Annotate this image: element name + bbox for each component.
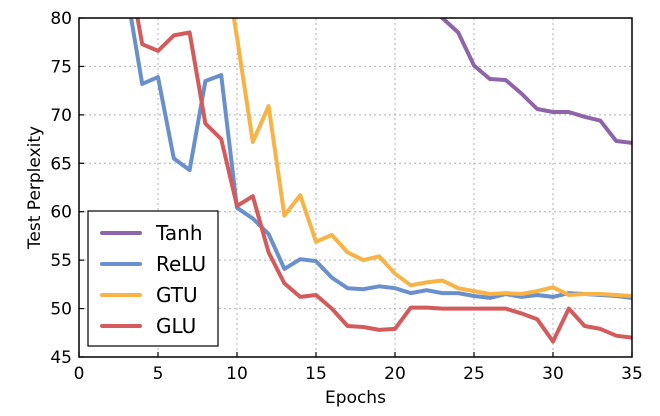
legend-label-tanh: Tanh [155,221,203,245]
legend-label-gtu: GTU [156,283,198,307]
y-tick-label: 70 [50,106,72,126]
y-tick-label: 75 [50,57,72,77]
y-tick-label: 50 [50,300,72,320]
grid [79,18,632,357]
y-tick-label: 60 [50,203,72,223]
series-line-glu [135,18,632,344]
y-axis-label: Test Perplexity [25,126,45,250]
plot-frame [78,17,633,358]
x-tick-label: 25 [463,364,485,384]
plot-lines [129,18,632,344]
y-tick-label: 80 [50,9,72,29]
axis-ticks: 0 5 10 15 20 25 30 35 45 50 55 60 65 70 75 80 [50,9,642,384]
legend: Tanh ReLU GTU GLU [87,210,219,347]
x-tick-label: 30 [542,364,564,384]
x-tick-label: 15 [305,364,327,384]
series-line-tanh [440,18,632,145]
y-tick-label: 55 [50,251,72,271]
x-tick-label: 0 [74,364,85,384]
y-tick-label: 45 [50,348,72,368]
x-tick-label: 10 [226,364,248,384]
legend-label-relu: ReLU [156,252,206,276]
series-line-gtu [231,18,632,298]
legend-label-glu: GLU [156,314,196,338]
series-line-relu [129,18,632,300]
x-axis-label: Epochs [325,388,386,408]
y-tick-label: 65 [50,154,72,174]
x-tick-label: 5 [153,364,164,384]
x-tick-label: 20 [384,364,406,384]
x-tick-label: 35 [621,364,643,384]
